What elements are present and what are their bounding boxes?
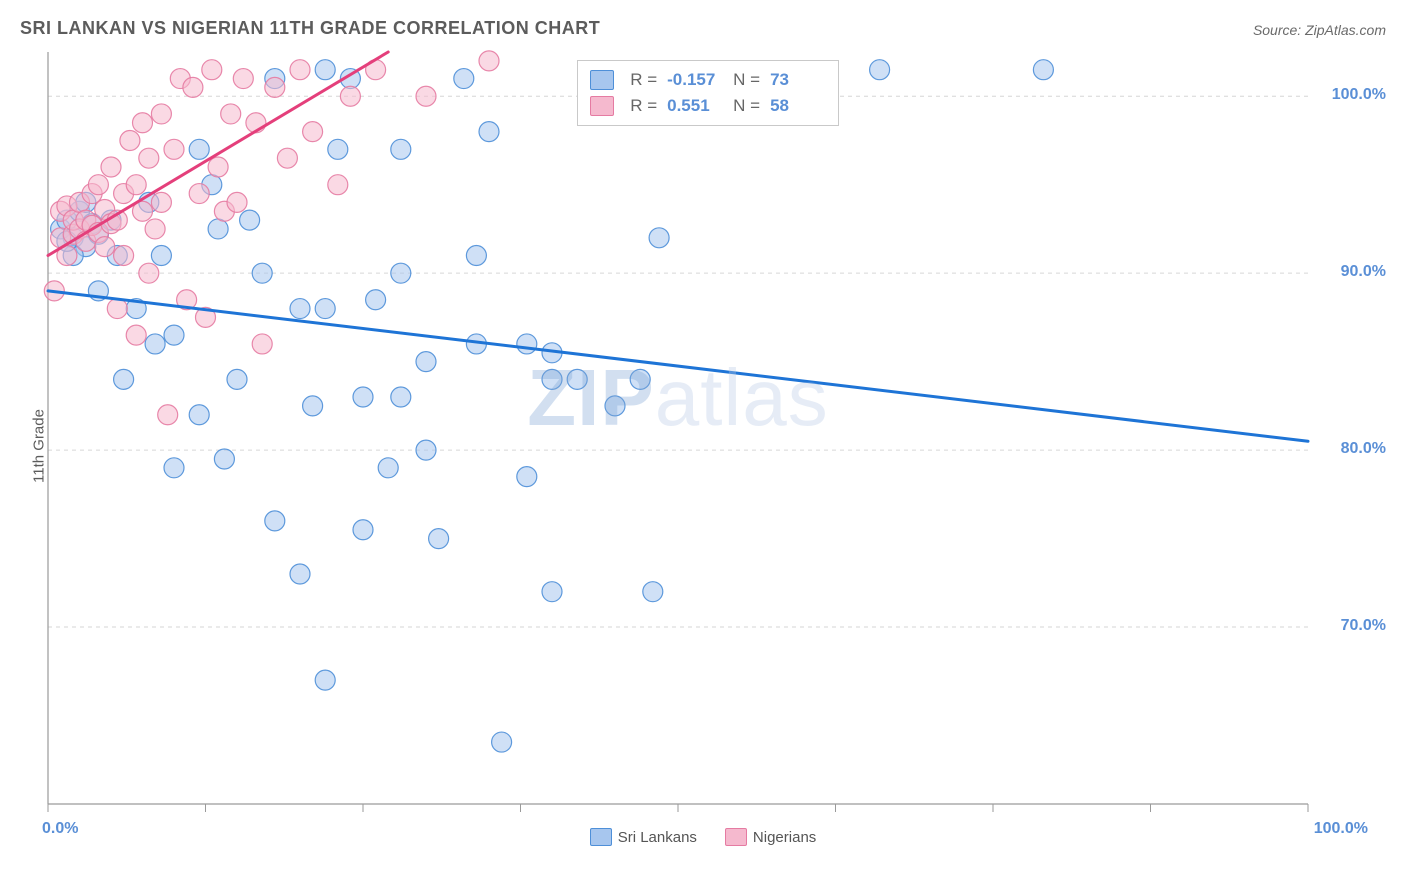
legend-swatch-icon [590,828,612,846]
series-legend-item-sri_lankans: Sri Lankans [590,828,697,846]
y-axis-label: 11th Grade [30,409,47,483]
source-credit: Source: ZipAtlas.com [1253,22,1386,38]
stat-r-label: R = [630,93,657,119]
series-legend-label: Nigerians [753,829,816,846]
y-tick-label: 100.0% [1332,86,1386,104]
legend-swatch-icon [725,828,747,846]
plot-area: ZIPatlas R =-0.157N =73R =0.551N =58 70.… [48,52,1308,804]
stats-row-nigerians: R = 0.551 N = 58 [590,93,826,119]
series-legend-item-nigerians: Nigerians [725,828,816,846]
stat-r-value: 0.551 [667,93,723,119]
series-legend: Sri Lankans Nigerians [0,828,1406,846]
legend-swatch-icon [590,70,614,90]
stat-n-label: N = [733,93,760,119]
stat-r-value: -0.157 [667,67,723,93]
stat-n-label: N = [733,67,760,93]
scatter-chart [48,52,1308,804]
y-tick-label: 70.0% [1341,617,1386,635]
stats-row-sri_lankans: R = -0.157 N = 73 [590,67,826,93]
legend-swatch-icon [590,96,614,116]
stat-r-label: R = [630,67,657,93]
stat-n-value: 73 [770,67,826,93]
series-legend-label: Sri Lankans [618,829,697,846]
y-tick-label: 90.0% [1341,263,1386,281]
chart-title: SRI LANKAN VS NIGERIAN 11TH GRADE CORREL… [20,18,600,39]
y-tick-label: 80.0% [1341,440,1386,458]
stat-n-value: 58 [770,93,826,119]
stats-legend: R = -0.157 N = 73 R = 0.551 N = 58 [577,60,839,126]
